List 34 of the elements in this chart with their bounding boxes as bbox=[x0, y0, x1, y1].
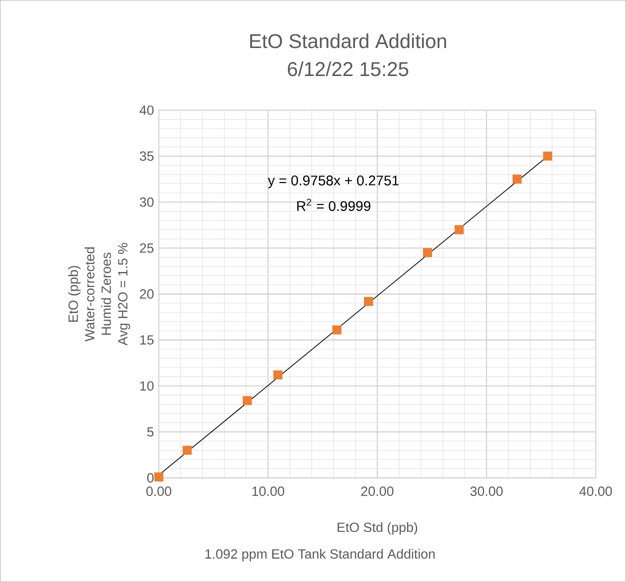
y-tick-label: 20 bbox=[140, 289, 154, 299]
y-tick-label: 25 bbox=[140, 243, 154, 253]
point bbox=[242, 396, 252, 406]
y-tick-label: 15 bbox=[140, 335, 154, 345]
point bbox=[273, 370, 282, 380]
point bbox=[154, 472, 164, 482]
point bbox=[364, 296, 374, 306]
point bbox=[332, 325, 342, 334]
y-tick-label: 35 bbox=[140, 151, 154, 161]
annotation: y = 0.9758x + 0.2751 bbox=[268, 176, 399, 188]
text: Humid Zeroes bbox=[101, 252, 111, 335]
x-axis-title: EtO Std (ppb) bbox=[338, 522, 418, 535]
point bbox=[423, 248, 432, 258]
text: Water-corrected bbox=[84, 247, 94, 342]
y-tick-label: 40 bbox=[140, 105, 154, 115]
chart-subtitle: 6/12/22 15:25 bbox=[288, 62, 408, 76]
x-tick-label: 20.00 bbox=[361, 486, 394, 496]
text: 1.092 ppm EtO Tank Standard Addition bbox=[205, 548, 435, 562]
x-tick-label: 30.00 bbox=[470, 486, 503, 496]
point bbox=[543, 152, 552, 161]
x-tick-label: 10.00 bbox=[252, 486, 284, 496]
annotation: R$^{2}$ = 0.9999 bbox=[297, 198, 370, 211]
y-tick-label: 5 bbox=[147, 427, 154, 437]
y-axis-title: EtO (ppb) bbox=[68, 266, 81, 322]
point bbox=[512, 174, 522, 184]
x-tick-label: 40.00 bbox=[579, 486, 612, 496]
text: Avg H2O = 1.5 % bbox=[118, 242, 130, 346]
y-tick-label: 10 bbox=[140, 381, 154, 391]
y-tick-label: 0 bbox=[147, 473, 154, 483]
x-tick-label: 0.00 bbox=[146, 486, 172, 496]
chart-title: EtO Standard Addition bbox=[250, 34, 446, 48]
y-tick-label: 30 bbox=[140, 197, 154, 207]
point bbox=[182, 446, 192, 455]
point bbox=[454, 225, 464, 234]
